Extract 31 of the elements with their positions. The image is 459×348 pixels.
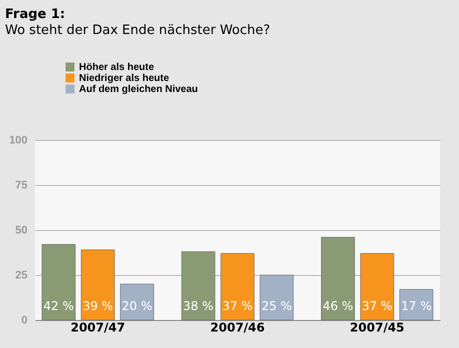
data-label: 46 %	[322, 299, 354, 313]
legend-label: Höher als heute	[79, 62, 154, 73]
data-label: 37 %	[362, 299, 392, 313]
bar	[120, 284, 154, 320]
y-tick-label: 75	[15, 180, 28, 192]
data-label: 17 %	[401, 299, 432, 313]
bar	[321, 236, 355, 320]
data-label: 39 %	[82, 299, 114, 313]
x-tick-label: 2007/46	[210, 320, 265, 334]
y-tick-label: 25	[15, 270, 28, 282]
data-label: 37 %	[222, 299, 253, 313]
data-label: 20 %	[122, 299, 152, 313]
data-label: 25 %	[261, 299, 292, 313]
legend-label: Niedriger als heute	[79, 73, 170, 84]
x-tick-label: 2007/45	[350, 320, 404, 334]
bar	[220, 253, 254, 320]
bar	[360, 253, 394, 320]
y-tick-label: 50	[15, 224, 28, 236]
chart-subtitle: Wo steht der Dax Ende nächster Woche?	[5, 23, 270, 38]
y-tick-label: 0	[21, 314, 28, 326]
data-label: 42 %	[43, 299, 74, 313]
bar	[181, 251, 216, 320]
x-tick-label: 2007/47	[70, 320, 126, 334]
legend-label: Auf dem gleichen Niveau	[79, 84, 198, 95]
bar	[260, 274, 294, 320]
chart-title: Frage 1:	[5, 7, 66, 22]
bar	[399, 289, 434, 320]
y-tick-label: 100	[9, 134, 28, 146]
bar	[80, 250, 115, 320]
bar	[42, 244, 76, 320]
data-label: 38 %	[183, 299, 214, 313]
